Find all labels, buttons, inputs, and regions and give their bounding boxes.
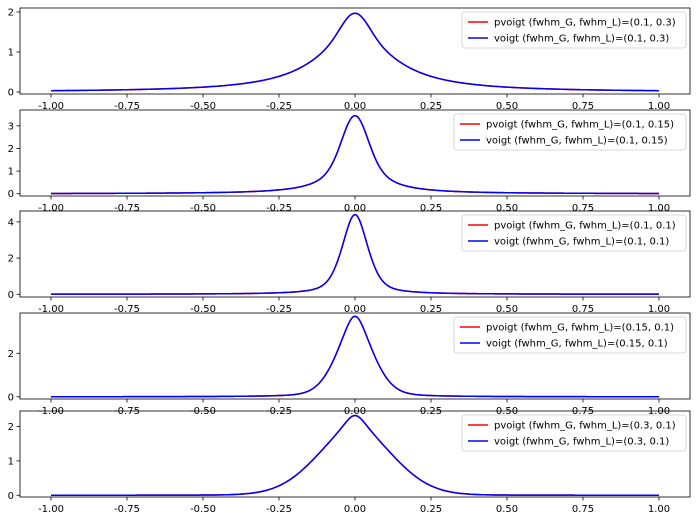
legend-frame [453, 113, 687, 151]
legend: pvoigt (fwhm_G, fwhm_L)=(0.3, 0.1) voigt … [461, 414, 687, 452]
x-tick-label: 1.00 [648, 101, 670, 112]
voigt-series-line [51, 414, 659, 496]
x-tick-label: 0.50 [496, 504, 518, 515]
x-tick-label: 0.25 [420, 203, 442, 214]
x-tick-label: 0.00 [344, 406, 366, 417]
x-tick-label: -0.25 [266, 101, 292, 112]
x-tick-label: -1.00 [38, 101, 64, 112]
x-tick-label: -0.75 [114, 203, 140, 214]
x-tick-label: -1.00 [38, 406, 64, 417]
x-tick-label: 0.00 [344, 504, 366, 515]
y-tick-label: 1 [8, 456, 14, 467]
x-tick-label: -0.75 [114, 406, 140, 417]
x-tick-label: 1.00 [648, 406, 670, 417]
legend: pvoigt (fwhm_G, fwhm_L)=(0.15, 0.1) voigt… [453, 316, 687, 354]
legend-label: voigt (fwhm_G, fwhm_L)=(0.1, 0.3) [494, 34, 669, 45]
x-tick-label: 0.75 [572, 203, 594, 214]
y-tick-label: 0 [8, 88, 14, 99]
x-tick-label: 0.75 [572, 504, 594, 515]
y-tick-label: 2 [8, 254, 14, 265]
subplot-1: -1.00 -0.75 -0.50 -0.25 0.00 0.25 0.50 0.75 1.00… [8, 8, 691, 112]
x-tick-label: 0.00 [344, 101, 366, 112]
x-tick-label: 0.75 [572, 304, 594, 315]
legend-label: pvoigt (fwhm_G, fwhm_L)=(0.1, 0.1) [494, 221, 676, 232]
legend-frame [461, 11, 687, 49]
subplot-4: -1.00 -0.75 -0.50 -0.25 0.00 0.25 0.50 0.75 1.00… [8, 312, 691, 417]
x-tick-label: 0.00 [344, 304, 366, 315]
x-tick-label: -0.25 [266, 304, 292, 315]
x-tick-label: -0.75 [114, 504, 140, 515]
x-tick-label: -0.50 [190, 504, 216, 515]
x-tick-label: 0.25 [420, 101, 442, 112]
y-tick-label: 4 [8, 217, 14, 228]
x-tick-label: 1.00 [648, 504, 670, 515]
x-tick-label: -0.25 [266, 406, 292, 417]
x-tick-label: 0.00 [344, 203, 366, 214]
legend-frame [461, 214, 687, 252]
legend-label: voigt (fwhm_G, fwhm_L)=(0.1, 0.1) [494, 237, 669, 248]
x-tick-label: -0.75 [114, 101, 140, 112]
x-tick-label: 0.25 [420, 504, 442, 515]
x-tick-label: -1.00 [38, 203, 64, 214]
voigt-series-line [50, 12, 660, 92]
legend: pvoigt (fwhm_G, fwhm_L)=(0.1, 0.3) voigt … [461, 11, 687, 49]
x-tick-label: -0.75 [114, 304, 140, 315]
voigt-series-line [51, 213, 659, 295]
x-tick-label: 1.00 [648, 304, 670, 315]
legend-frame [453, 316, 687, 354]
legend-label: pvoigt (fwhm_G, fwhm_L)=(0.1, 0.3) [494, 18, 676, 29]
y-tick-label: 0 [8, 392, 14, 403]
x-tick-label: -0.50 [190, 101, 216, 112]
legend-label: voigt (fwhm_G, fwhm_L)=(0.15, 0.1) [486, 339, 668, 350]
x-tick-label: 0.25 [420, 304, 442, 315]
x-tick-label: 0.50 [496, 101, 518, 112]
voigt-series-line [51, 114, 659, 195]
x-tick-label: -0.50 [190, 406, 216, 417]
x-tick-label: 0.25 [420, 406, 442, 417]
x-tick-label: -0.25 [266, 504, 292, 515]
x-tick-label: -0.50 [190, 203, 216, 214]
x-tick-label: 1.00 [648, 203, 670, 214]
x-tick-label: -0.50 [190, 304, 216, 315]
y-tick-label: 2 [8, 144, 14, 155]
legend: pvoigt (fwhm_G, fwhm_L)=(0.1, 0.15) voigt… [453, 113, 687, 151]
x-tick-label: -1.00 [38, 504, 64, 515]
legend-label: voigt (fwhm_G, fwhm_L)=(0.3, 0.1) [494, 437, 669, 448]
legend-label: voigt (fwhm_G, fwhm_L)=(0.1, 0.15) [486, 136, 668, 147]
legend: pvoigt (fwhm_G, fwhm_L)=(0.1, 0.1) voigt … [461, 214, 687, 252]
y-tick-label: 0 [8, 189, 14, 200]
legend-label: pvoigt (fwhm_G, fwhm_L)=(0.1, 0.15) [486, 120, 674, 131]
y-tick-label: 2 [8, 349, 14, 360]
y-tick-label: 2 [8, 422, 14, 433]
x-tick-label: 0.75 [572, 101, 594, 112]
y-tick-label: 1 [8, 48, 14, 59]
y-tick-label: 3 [8, 121, 14, 132]
y-tick-label: 1 [8, 167, 14, 178]
x-tick-label: -0.25 [266, 203, 292, 214]
y-tick-label: 2 [8, 8, 14, 19]
x-tick-label: 0.50 [496, 406, 518, 417]
legend-label: pvoigt (fwhm_G, fwhm_L)=(0.3, 0.1) [494, 421, 676, 432]
x-tick-label: -1.00 [38, 304, 64, 315]
x-tick-label: 0.50 [496, 304, 518, 315]
subplot-2: -1.00 -0.75 -0.50 -0.25 0.00 0.25 0.50 0.75 1.00… [8, 109, 691, 214]
legend-frame [461, 414, 687, 452]
x-tick-label: 0.50 [496, 203, 518, 214]
y-tick-label: 0 [8, 290, 14, 301]
y-tick-label: 0 [8, 491, 14, 502]
subplot-3: -1.00 -0.75 -0.50 -0.25 0.00 0.25 0.50 0.75 1.00… [8, 210, 691, 315]
legend-label: pvoigt (fwhm_G, fwhm_L)=(0.15, 0.1) [486, 323, 674, 334]
subplot-5: -1.00 -0.75 -0.50 -0.25 0.00 0.25 0.50 0.75 1.00… [8, 410, 691, 515]
x-tick-label: 0.75 [572, 406, 594, 417]
voigt-series-line [51, 315, 659, 398]
